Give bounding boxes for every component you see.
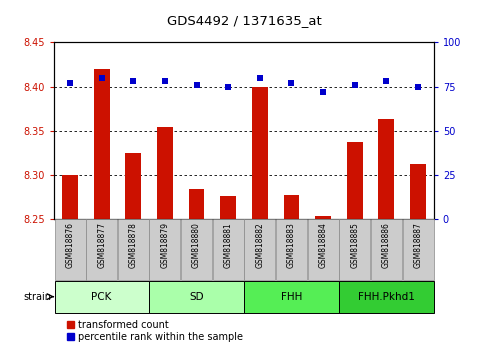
Bar bbox=[339, 281, 433, 313]
Text: GSM818880: GSM818880 bbox=[192, 222, 201, 268]
Text: GSM818878: GSM818878 bbox=[129, 222, 138, 268]
Bar bbox=[55, 219, 86, 280]
Text: FHH: FHH bbox=[281, 292, 302, 302]
Bar bbox=[402, 219, 433, 280]
Bar bbox=[276, 219, 307, 280]
Bar bbox=[315, 216, 331, 219]
Bar bbox=[149, 219, 180, 280]
Bar bbox=[339, 219, 370, 280]
Point bbox=[98, 75, 106, 81]
Text: GSM818876: GSM818876 bbox=[66, 222, 74, 268]
Point bbox=[319, 89, 327, 95]
Text: GSM818883: GSM818883 bbox=[287, 222, 296, 268]
Text: FHH.Pkhd1: FHH.Pkhd1 bbox=[358, 292, 415, 302]
Point bbox=[193, 82, 201, 88]
Bar bbox=[283, 195, 299, 219]
Text: GDS4492 / 1371635_at: GDS4492 / 1371635_at bbox=[167, 14, 321, 27]
Text: GSM818877: GSM818877 bbox=[97, 222, 106, 268]
Bar bbox=[379, 119, 394, 219]
Point bbox=[383, 79, 390, 84]
Text: PCK: PCK bbox=[92, 292, 112, 302]
Point bbox=[224, 84, 232, 90]
Point bbox=[256, 75, 264, 81]
Text: GSM818887: GSM818887 bbox=[414, 222, 423, 268]
Bar bbox=[94, 69, 109, 219]
Bar bbox=[55, 281, 149, 313]
Bar bbox=[189, 189, 205, 219]
Bar bbox=[125, 153, 141, 219]
Text: GSM818886: GSM818886 bbox=[382, 222, 391, 268]
Bar bbox=[181, 219, 212, 280]
Bar bbox=[86, 219, 117, 280]
Bar bbox=[149, 281, 244, 313]
Bar bbox=[410, 164, 426, 219]
Bar bbox=[157, 127, 173, 219]
Text: GSM818885: GSM818885 bbox=[350, 222, 359, 268]
Bar bbox=[62, 175, 78, 219]
Point bbox=[129, 79, 137, 84]
Bar bbox=[347, 142, 363, 219]
Text: GSM818884: GSM818884 bbox=[318, 222, 328, 268]
Point bbox=[161, 79, 169, 84]
Bar bbox=[118, 219, 149, 280]
Text: GSM818879: GSM818879 bbox=[160, 222, 170, 268]
Bar bbox=[252, 87, 268, 219]
Point bbox=[287, 80, 295, 86]
Point bbox=[351, 82, 359, 88]
Bar bbox=[245, 281, 339, 313]
Bar bbox=[371, 219, 402, 280]
Bar bbox=[212, 219, 244, 280]
Text: GSM818882: GSM818882 bbox=[255, 222, 264, 268]
Point bbox=[414, 84, 422, 90]
Bar bbox=[308, 219, 339, 280]
Point bbox=[66, 80, 74, 86]
Legend: transformed count, percentile rank within the sample: transformed count, percentile rank withi… bbox=[67, 320, 244, 342]
Bar bbox=[220, 196, 236, 219]
Text: strain: strain bbox=[23, 292, 51, 302]
Text: GSM818881: GSM818881 bbox=[224, 222, 233, 268]
Bar bbox=[245, 219, 276, 280]
Text: SD: SD bbox=[189, 292, 204, 302]
